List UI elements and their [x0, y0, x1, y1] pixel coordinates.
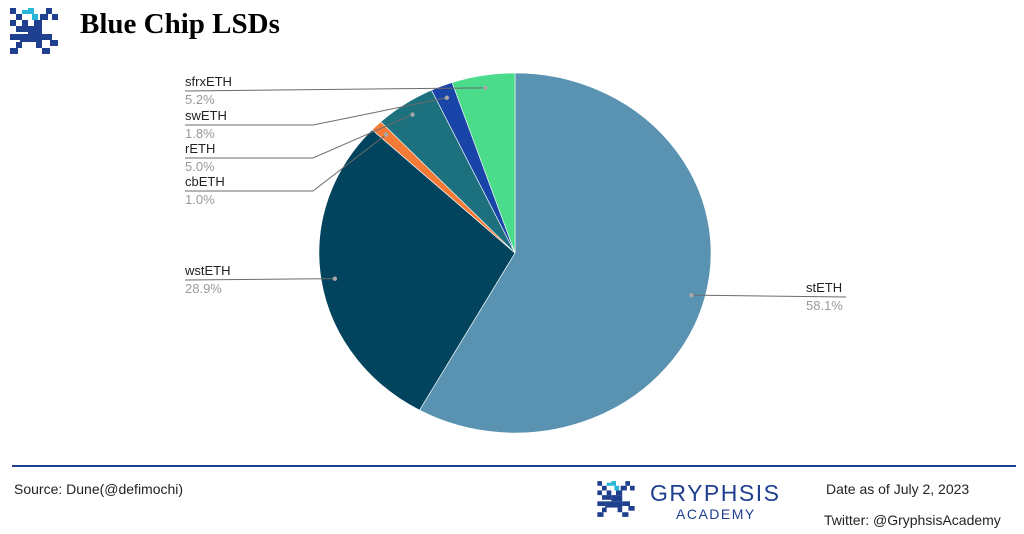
slice-label-reth: rETH — [185, 141, 215, 156]
slice-label-sweth: swETH — [185, 108, 227, 123]
leader-line-steth — [691, 294, 847, 298]
slice-value-steth: 58.1% — [806, 298, 843, 313]
slice-value-sfrxeth: 5.2% — [185, 92, 215, 107]
date-note: Date as of July 2, 2023 — [826, 481, 970, 497]
slice-value-sweth: 1.8% — [185, 126, 215, 141]
leader-dot-sfrxeth — [483, 85, 488, 91]
leader-line-sweth — [185, 97, 447, 126]
slice-label-steth: stETH — [806, 280, 842, 295]
twitter-handle: Twitter: @GryphsisAcademy — [824, 512, 1001, 528]
pie-chart: stETH 58.1% wstETH 28.9% cbETH 1.0% rETH 5.0% sw… — [184, 72, 847, 434]
brand-subtitle: ACADEMY — [676, 506, 756, 522]
leader-line-reth — [185, 114, 413, 159]
leader-dot-cbeth — [383, 132, 389, 137]
source-note: Source: Dune(@defimochi) — [14, 481, 184, 497]
slice-labels: stETH 58.1% wstETH 28.9% cbETH 1.0% rETH 5.0% sw… — [184, 74, 843, 313]
slice-value-cbeth: 1.0% — [185, 192, 215, 207]
leader-dot-reth — [410, 112, 415, 117]
slice-label-wsteth: wstETH — [184, 263, 231, 278]
leader-line-cbeth — [185, 134, 387, 192]
page-title: Blue Chip LSDs — [80, 8, 280, 40]
leader-line-wsteth — [184, 278, 335, 281]
slice-value-wsteth: 28.9% — [185, 281, 222, 296]
gryphsis-logo-icon — [10, 8, 58, 54]
leader-dot-wsteth — [332, 276, 338, 281]
pie-slice-wsteth — [318, 129, 516, 411]
pie-slices — [318, 72, 712, 434]
brand-name: GRYPHSIS — [650, 480, 781, 506]
pie-slice-sfrxeth — [451, 72, 516, 254]
gryphsis-footer-logo-icon — [597, 481, 635, 517]
slice-label-sfrxeth: sfrxETH — [185, 74, 232, 89]
leader-dot-sweth — [444, 95, 450, 100]
pie-slice-steth — [419, 72, 712, 434]
footer-divider — [12, 465, 1016, 467]
leader-dot-steth — [689, 292, 694, 298]
slice-label-cbeth: cbETH — [185, 174, 225, 189]
leader-line-sfrxeth — [184, 87, 486, 92]
leader-lines — [184, 85, 847, 298]
slice-value-reth: 5.0% — [185, 159, 215, 174]
